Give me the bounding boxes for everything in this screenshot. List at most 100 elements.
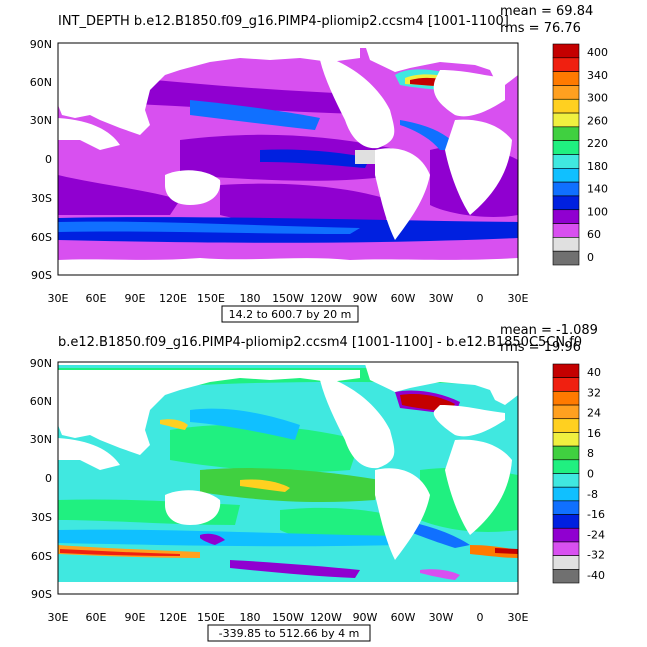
lat-label: 30S [31, 511, 52, 524]
lon-label: 0 [477, 292, 484, 305]
panel-2-rms: rms = 19.96 [500, 340, 581, 355]
colorbar-swatch [552, 514, 580, 529]
panel-1-title: INT_DEPTH b.e12.B1850.f09_g16.PIMP4-plio… [58, 14, 509, 29]
colorbar-swatch [552, 363, 580, 378]
colorbar-label: 8 [587, 447, 594, 460]
panel-2-lat-axis: 90N 60N 30N 0 30S 60S 90S [30, 357, 52, 601]
lat-label: 30N [30, 114, 52, 127]
lon-label: 120E [159, 611, 187, 624]
colorbar-label: 0 [587, 251, 594, 264]
lon-label: 60E [86, 611, 107, 624]
panel-1-mean: mean = 69.84 [500, 4, 593, 19]
lon-label: 150E [197, 611, 225, 624]
lon-label: 30E [48, 611, 69, 624]
colorbar-swatch [552, 404, 580, 420]
colorbar-label: 0 [587, 468, 594, 481]
lat-label: 0 [45, 472, 52, 485]
panel-1: INT_DEPTH b.e12.B1850.f09_g16.PIMP4-plio… [30, 4, 608, 323]
lon-label: 30E [508, 611, 529, 624]
colorbar-label: -32 [587, 549, 605, 562]
lon-label: 30W [429, 611, 454, 624]
lon-label: 60W [391, 292, 416, 305]
colorbar-swatch [552, 445, 580, 461]
lon-label: 120E [159, 292, 187, 305]
lon-label: 120W [310, 611, 342, 624]
colorbar-swatch [552, 527, 580, 543]
colorbar-label: 300 [587, 92, 608, 105]
panel-2-range-text: -339.85 to 512.66 by 4 m [219, 627, 360, 640]
colorbar-label: -16 [587, 508, 605, 521]
lat-label: 60S [31, 550, 52, 563]
colorbar-swatch [552, 71, 580, 86]
lon-label: 0 [477, 611, 484, 624]
colorbar-swatch [552, 209, 580, 224]
colorbar-label: 400 [587, 46, 608, 59]
colorbar-swatch [552, 140, 580, 155]
panel-1-range-text: 14.2 to 600.7 by 20 m [229, 308, 352, 321]
lat-label: 90N [30, 38, 52, 51]
colorbar-swatch [552, 250, 580, 266]
colorbar-swatch [552, 377, 580, 392]
panel-1-lat-axis: 90N 60N 30N 0 30S 60S 90S [30, 38, 52, 282]
lat-label: 60N [30, 76, 52, 89]
lat-label: 30N [30, 433, 52, 446]
colorbar-swatch [552, 195, 580, 211]
colorbar-swatch [552, 126, 580, 141]
colorbar-swatch [552, 391, 580, 406]
colorbar-swatch [552, 154, 580, 169]
colorbar-swatch [552, 181, 580, 197]
colorbar-label: 60 [587, 228, 601, 241]
lon-label: 30W [429, 292, 454, 305]
colorbar-swatch [552, 418, 580, 433]
colorbar-swatch [552, 486, 580, 502]
panel-2: b.e12.B1850.f09_g16.PIMP4-pliomip2.ccsm4… [30, 323, 605, 642]
colorbar-label: 24 [587, 407, 601, 420]
lon-label: 120W [310, 292, 342, 305]
lon-label: 180 [240, 292, 261, 305]
colorbar-swatch [552, 43, 580, 59]
lon-label: 150W [272, 292, 304, 305]
lon-label: 90E [125, 292, 146, 305]
lat-label: 90S [31, 269, 52, 282]
lon-label: 180 [240, 611, 261, 624]
panel-2-lon-axis: 30E 60E 90E 120E 150E 180 150W 120W 90W … [48, 611, 529, 624]
panel-2-colorbar: 40 32 24 16 8 0 -8 -16 -24 -32 -40 [552, 363, 605, 584]
lon-label: 30E [48, 292, 69, 305]
colorbar-label: 340 [587, 69, 608, 82]
colorbar-label: 40 [587, 366, 601, 379]
colorbar-label: -24 [587, 528, 605, 541]
colorbar-swatch [552, 500, 580, 515]
panel-1-range-box [221, 305, 359, 323]
panel-2-title: b.e12.B1850.f09_g16.PIMP4-pliomip2.ccsm4… [58, 335, 582, 350]
colorbar-swatch [552, 168, 580, 183]
colorbar-label: 100 [587, 205, 608, 218]
lat-label: 60S [31, 231, 52, 244]
panel-2-frame [57, 361, 519, 595]
panel-1-colorbar: 400 340 300 260 220 180 140 100 60 0 [552, 43, 608, 266]
panel-1-lon-axis: 30E 60E 90E 120E 150E 180 150W 120W 90W … [48, 292, 529, 305]
lon-label: 150E [197, 292, 225, 305]
lat-label: 60N [30, 395, 52, 408]
colorbar-swatch [552, 432, 580, 447]
colorbar-swatch [552, 57, 580, 72]
colorbar-swatch [552, 569, 580, 584]
colorbar-label: 180 [587, 160, 608, 173]
panel-2-range-box [207, 624, 371, 642]
lon-label: 90W [353, 611, 378, 624]
lon-label: 60E [86, 292, 107, 305]
colorbar-label: -40 [587, 569, 605, 582]
lon-label: 60W [391, 611, 416, 624]
lon-label: 150W [272, 611, 304, 624]
panel-2-map [58, 362, 518, 594]
panel-1-frame [57, 42, 519, 276]
colorbar-swatch [552, 85, 580, 100]
colorbar-swatch [552, 473, 580, 488]
colorbar-swatch [552, 223, 580, 238]
colorbar-swatch [552, 555, 580, 570]
land-mask [58, 364, 518, 594]
colorbar-label: 220 [587, 137, 608, 150]
lon-label: 90W [353, 292, 378, 305]
lat-label: 90S [31, 588, 52, 601]
colorbar-label: 16 [587, 427, 601, 440]
